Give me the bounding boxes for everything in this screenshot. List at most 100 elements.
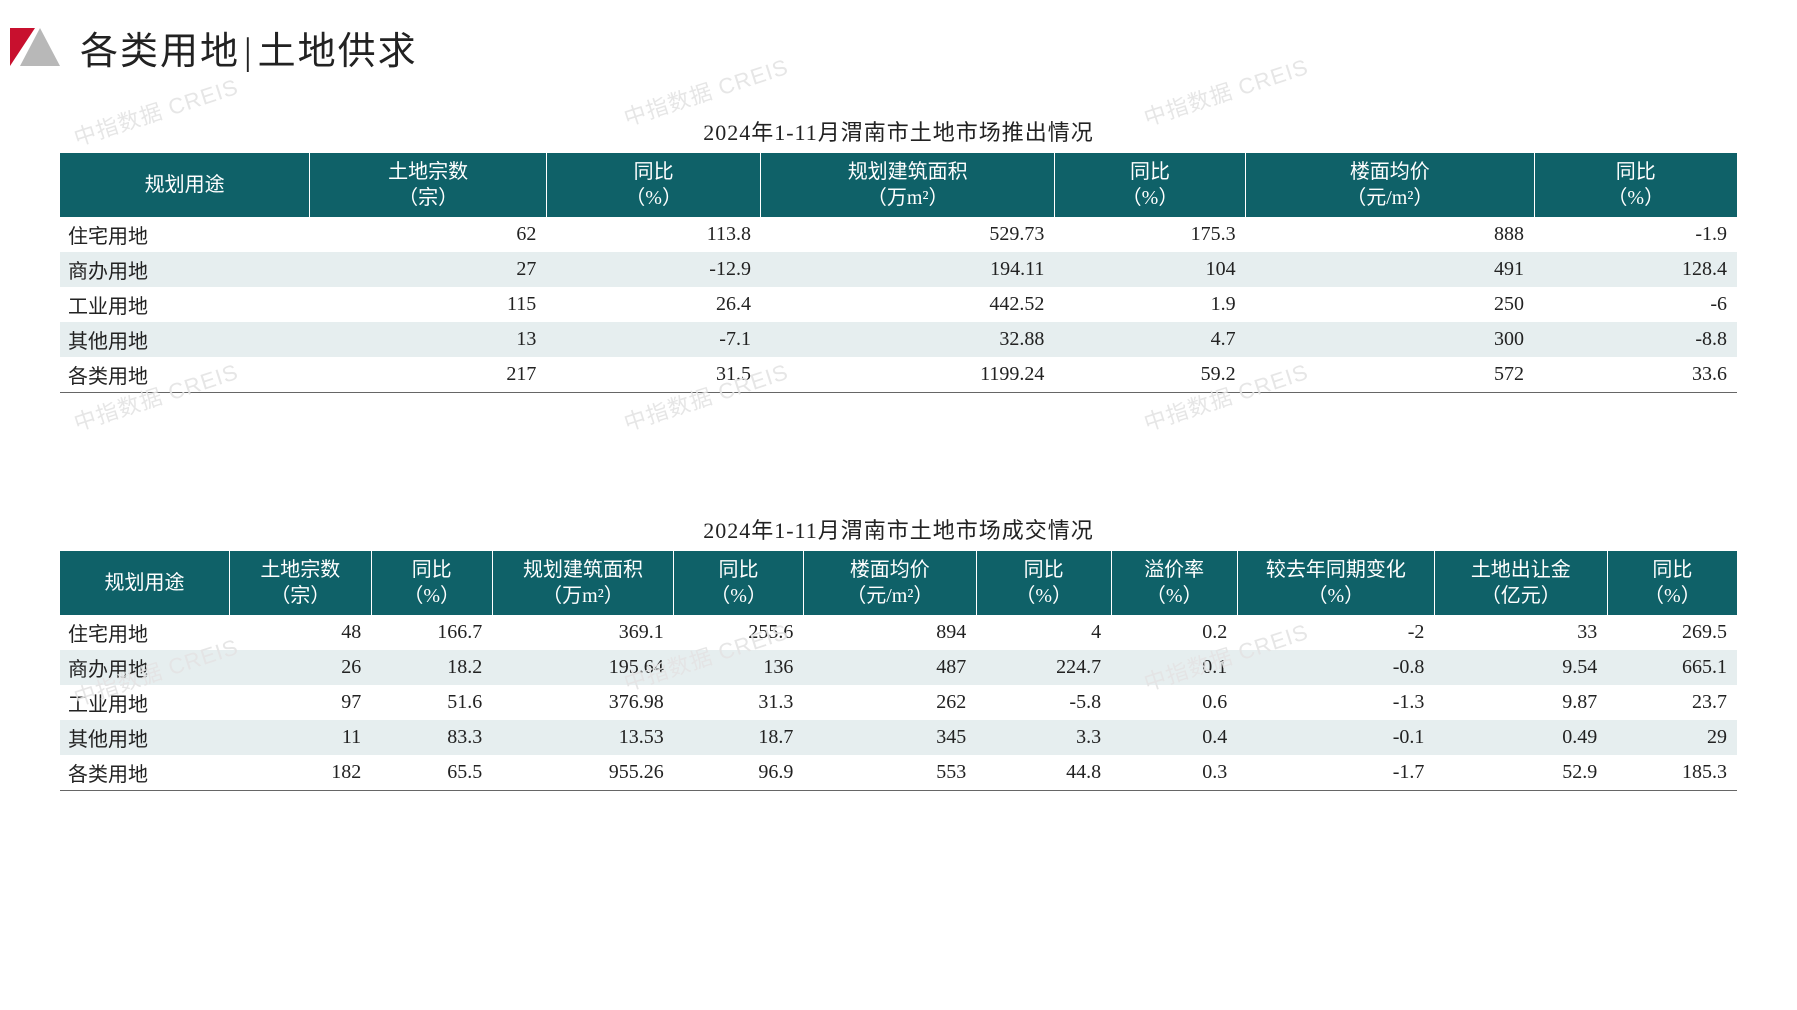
table-cell: 44.8 (976, 755, 1111, 791)
table2: 规划用途土地宗数（宗）同比（%）规划建筑面积（万m²）同比（%）楼面均价（元/m… (60, 551, 1737, 791)
column-header: 较去年同期变化（%） (1237, 551, 1434, 615)
table-cell: 1199.24 (761, 357, 1054, 393)
header-line: 溢价率 (1144, 559, 1204, 581)
table-cell: 商办用地 (60, 252, 310, 287)
table-cell: 0.3 (1111, 755, 1237, 791)
column-header: 规划用途 (60, 153, 310, 217)
table1: 规划用途土地宗数（宗）同比（%）规划建筑面积（万m²）同比（%）楼面均价（元/m… (60, 153, 1737, 393)
column-header: 规划用途 (60, 551, 229, 615)
table-cell: 0.6 (1111, 685, 1237, 720)
header-line: （元/m²） (1346, 187, 1433, 209)
header-line: （%） (1122, 187, 1179, 209)
table-cell: 住宅用地 (60, 615, 229, 650)
header-line: （%） (1607, 187, 1664, 209)
header-line: 同比 (1616, 161, 1656, 183)
table2-section: 2024年1-11月渭南市土地市场成交情况 规划用途土地宗数（宗） 同比 （%） 规划… (60, 513, 1737, 791)
column-header: 同比（%） (546, 153, 761, 217)
table-cell: 33.6 (1534, 357, 1737, 393)
column-header: 同比 （%） (1607, 551, 1737, 615)
table-cell: 529.73 (761, 217, 1054, 252)
table-cell: 51.6 (371, 685, 492, 720)
header-line: （%） (1644, 585, 1701, 607)
table1-body: 住宅用地62113.8529.73175.3888-1.9商办用地27-12.9… (60, 217, 1737, 393)
column-header: 楼面均价 （元/m²） (1246, 153, 1534, 217)
table-cell: -12.9 (546, 252, 761, 287)
table-cell: 其他用地 (60, 720, 229, 755)
table-cell: 62 (310, 217, 546, 252)
table-cell: 工业用地 (60, 287, 310, 322)
column-header: 规划建筑面积（万m²） (761, 153, 1054, 217)
column-header: 同比（%） (371, 551, 492, 615)
table-cell: 262 (803, 685, 976, 720)
header-line: （%） (403, 585, 460, 607)
table1-head: 规划用途土地宗数（宗）同比（%）规划建筑面积（万m²）同比（%）楼面均价（元/m… (60, 153, 1737, 217)
table-cell: 113.8 (546, 217, 761, 252)
table-cell: 224.7 (976, 650, 1111, 685)
table-cell: 1.9 (1054, 287, 1245, 322)
table-cell: 442.52 (761, 287, 1054, 322)
table1-title: 2024年1-11月渭南市土地市场推出情况 (60, 115, 1737, 147)
table-cell: 各类用地 (60, 357, 310, 393)
table-cell: 97 (229, 685, 371, 720)
table-cell: -0.1 (1237, 720, 1434, 755)
table-cell: 665.1 (1607, 650, 1737, 685)
table-cell: 269.5 (1607, 615, 1737, 650)
table-row: 工业用地9751.6376.9831.3262-5.80.6-1.39.8723… (60, 685, 1737, 720)
table-cell: 29 (1607, 720, 1737, 755)
column-header: 楼面均价（元/m²） (803, 551, 976, 615)
header-line: 规划建筑面积 (848, 161, 968, 183)
header-line: 楼面均价 (850, 559, 930, 581)
table-cell: 13 (310, 322, 546, 357)
table-cell: -7.1 (546, 322, 761, 357)
header-line: （%） (710, 585, 767, 607)
table-cell: 194.11 (761, 252, 1054, 287)
table-cell: 52.9 (1434, 755, 1607, 791)
column-header: 同比（%） (674, 551, 804, 615)
table-cell: 0.49 (1434, 720, 1607, 755)
table-cell: 59.2 (1054, 357, 1245, 393)
logo-icon (10, 28, 60, 68)
table-cell: 955.26 (492, 755, 674, 791)
header-line: （亿元） (1481, 585, 1561, 607)
table-cell: 27 (310, 252, 546, 287)
table-cell: 4 (976, 615, 1111, 650)
title-part1: 各类用地 (80, 31, 240, 73)
table-cell: 住宅用地 (60, 217, 310, 252)
header-line: （宗） (270, 585, 330, 607)
column-header: 同比（%） (1054, 153, 1245, 217)
table-row: 商办用地27-12.9194.11104491128.4 (60, 252, 1737, 287)
table2-body: 住宅用地48166.7369.1255.689440.2-233269.5商办用… (60, 615, 1737, 791)
table-cell: 0.4 (1111, 720, 1237, 755)
table-cell: 48 (229, 615, 371, 650)
title-separator: | (244, 31, 254, 73)
table-row: 其他用地13-7.132.884.7300-8.8 (60, 322, 1737, 357)
header-line: 楼面均价 (1350, 161, 1430, 183)
table-cell: -1.3 (1237, 685, 1434, 720)
table-cell: 3.3 (976, 720, 1111, 755)
table-cell: 31.5 (546, 357, 761, 393)
header-line: 同比 (1652, 559, 1692, 581)
table-cell: 工业用地 (60, 685, 229, 720)
column-header: 土地宗数（宗） (229, 551, 371, 615)
table-cell: 26 (229, 650, 371, 685)
table-cell: 255.6 (674, 615, 804, 650)
header-line: 同比 (634, 161, 674, 183)
table-cell: 33 (1434, 615, 1607, 650)
header-line: 土地出让金 (1471, 559, 1571, 581)
table-cell: 553 (803, 755, 976, 791)
table-cell: 136 (674, 650, 804, 685)
column-header: 规划建筑面积（万m²） (492, 551, 674, 615)
table-cell: 175.3 (1054, 217, 1245, 252)
table2-title: 2024年1-11月渭南市土地市场成交情况 (60, 513, 1737, 545)
header-line: 土地宗数 (388, 161, 468, 183)
header-line: （万m²） (542, 585, 624, 607)
table-cell: 250 (1246, 287, 1534, 322)
column-header: 溢价率（%） (1111, 551, 1237, 615)
table-row: 工业用地11526.4442.521.9250-6 (60, 287, 1737, 322)
table-cell: 4.7 (1054, 322, 1245, 357)
table-row: 其他用地1183.313.5318.73453.30.4-0.10.4929 (60, 720, 1737, 755)
page-title: 各类用地|土地供求 (80, 20, 418, 75)
table-cell: 185.3 (1607, 755, 1737, 791)
table-cell: 572 (1246, 357, 1534, 393)
table-cell: 376.98 (492, 685, 674, 720)
